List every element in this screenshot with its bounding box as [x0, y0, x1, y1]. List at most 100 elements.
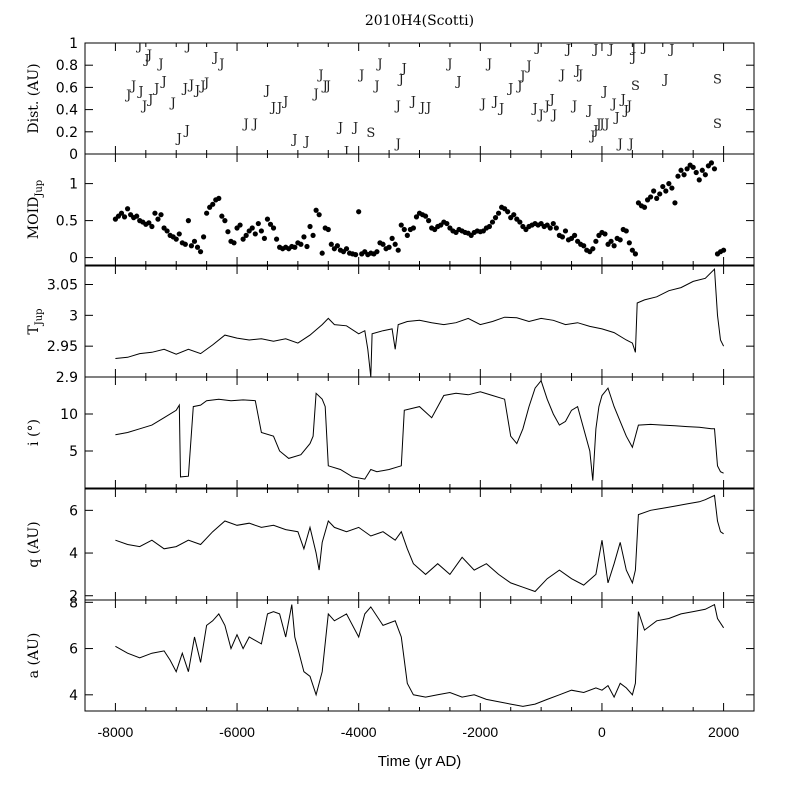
data-point — [118, 210, 125, 216]
data-point — [222, 218, 228, 224]
encounter-marker: J — [169, 96, 176, 111]
data-point — [353, 252, 359, 258]
encounter-marker: J — [594, 117, 601, 132]
encounter-marker: J — [394, 99, 401, 114]
encounter-marker: J — [145, 48, 152, 63]
panel-semimajor: 4 6 8 a (AU) — [26, 595, 755, 712]
data-point — [623, 228, 629, 234]
data-point — [210, 201, 216, 207]
data-point — [343, 246, 350, 252]
encounter-marker: J — [597, 117, 604, 132]
data-point — [292, 244, 298, 250]
encounter-marker: J — [625, 99, 632, 114]
x-axis: -8000 -6000 -4000 -2000 0 2000 — [98, 724, 740, 740]
encounter-marker: J — [181, 81, 188, 96]
encounter-marker: J — [506, 81, 513, 96]
encounter-marker: J — [576, 68, 583, 83]
data-point — [191, 238, 198, 244]
data-point — [720, 247, 727, 253]
encounter-marker: J — [610, 97, 617, 112]
data-point — [152, 210, 158, 216]
data-point — [410, 225, 417, 231]
data-point — [386, 244, 392, 250]
data-point — [444, 220, 450, 227]
encounter-marker: J — [124, 88, 131, 103]
data-point — [264, 216, 271, 222]
data-point — [562, 228, 569, 234]
x-tick-label: -2000 — [462, 724, 498, 740]
y-axis-label: q (AU) — [26, 521, 42, 567]
encounter-marker: J — [146, 93, 153, 108]
encounter-marker: J — [202, 76, 209, 91]
data-point — [690, 164, 696, 170]
encounter-marker: J — [302, 135, 309, 150]
panel-frame — [84, 265, 755, 378]
data-point — [164, 228, 170, 234]
data-point — [581, 243, 587, 249]
encounter-marker: J — [537, 108, 544, 123]
encounter-marker: J — [524, 59, 531, 74]
encounter-marker: J — [175, 131, 182, 146]
encounter-marker: J — [351, 120, 358, 135]
data-point — [173, 236, 179, 242]
data-point — [316, 212, 322, 218]
panel-frame — [84, 488, 755, 601]
encounter-marker: J — [570, 99, 577, 114]
data-point — [392, 241, 398, 247]
y-tick-label: 6 — [69, 503, 78, 519]
encounter-marker: J — [135, 39, 142, 54]
data-point — [182, 241, 188, 247]
encounter-marker: J — [372, 79, 379, 94]
data-point — [313, 207, 319, 213]
encounter-marker: J — [357, 68, 364, 83]
data-point — [693, 169, 699, 176]
y-axis-label: i (°) — [26, 419, 42, 446]
data-point — [261, 235, 268, 241]
data-point — [666, 181, 672, 187]
data-point — [489, 219, 496, 225]
encounter-marker: J — [187, 78, 194, 93]
data-point — [325, 226, 331, 233]
y-tick-label: 2.95 — [47, 339, 78, 355]
data-point — [699, 167, 705, 173]
y-axis-label-subscript: Jup — [34, 308, 45, 326]
y-tick-label: 3.05 — [47, 278, 78, 294]
y-tick-label: 1 — [69, 36, 78, 52]
plot-area — [115, 494, 724, 593]
encounter-marker: J — [485, 57, 492, 72]
data-point — [225, 229, 231, 235]
data-point — [550, 220, 556, 227]
data-point — [611, 243, 617, 249]
x-axis-label: Time (yr AD) — [378, 753, 462, 770]
encounter-marker: J — [198, 79, 205, 94]
y-axis-label: MOIDJup — [26, 180, 45, 239]
encounter-marker: J — [613, 110, 620, 125]
encounter-marker: J — [418, 100, 425, 115]
encounter-marker: J — [640, 40, 647, 55]
data-point — [675, 173, 681, 179]
encounter-marker: J — [321, 79, 328, 94]
data-point — [124, 206, 131, 212]
data-point — [216, 195, 222, 201]
encounter-marker: J — [518, 69, 525, 84]
y-axis-label-subscript: Jup — [34, 180, 45, 198]
panel-incl: 5 10 i (°) — [26, 376, 755, 489]
y-tick-label: 8 — [69, 595, 78, 611]
panel-moid: 0 0.5 1 MOIDJup — [26, 153, 755, 267]
y-tick-label: 0 — [69, 251, 78, 267]
data-point — [176, 231, 182, 237]
encounter-marker: J — [217, 57, 224, 72]
encounter-marker: J — [600, 85, 607, 100]
data-point — [134, 213, 140, 219]
data-point — [252, 231, 258, 237]
encounter-marker: J — [629, 41, 636, 56]
encounter-marker: J — [242, 117, 249, 132]
encounter-marker: J — [445, 57, 452, 72]
encounter-marker: J — [497, 101, 504, 116]
encounter-marker: J — [193, 84, 200, 99]
plot-area — [115, 603, 725, 707]
x-tick-label: -4000 — [341, 724, 377, 740]
y-tick-label: 2 — [69, 589, 78, 605]
